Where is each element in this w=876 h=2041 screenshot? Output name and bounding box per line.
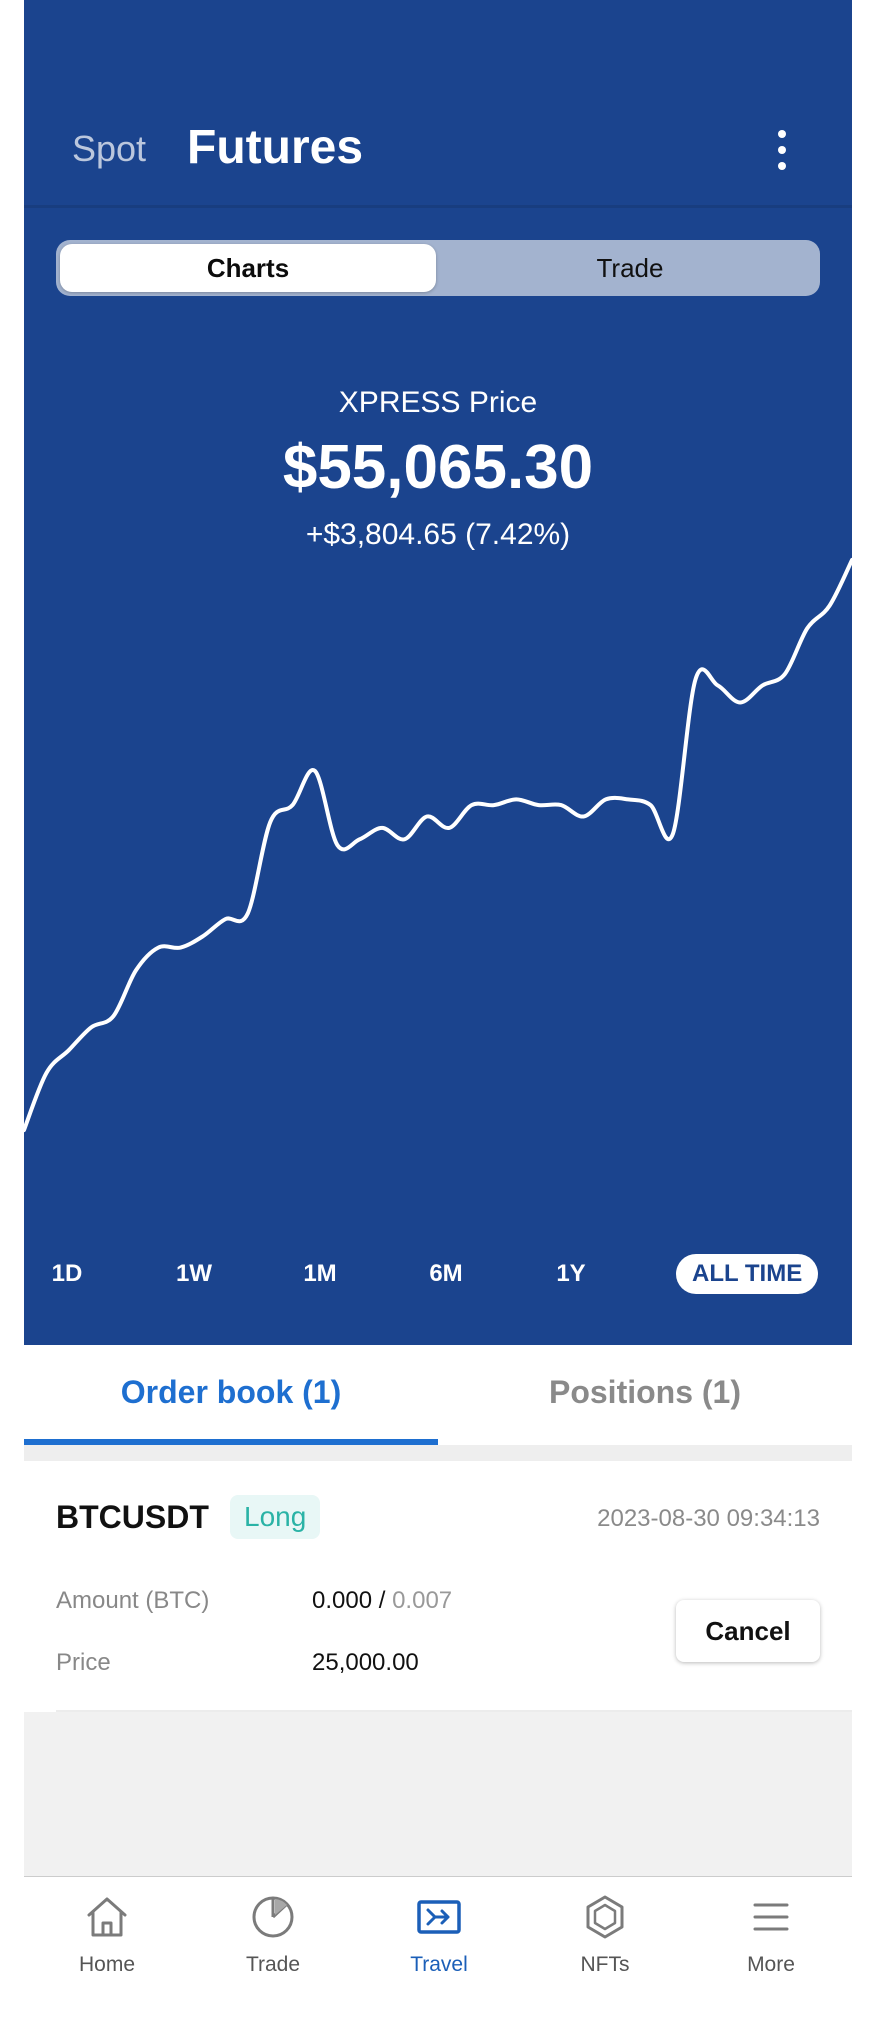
more-options-icon[interactable] bbox=[768, 130, 796, 170]
header: Spot Futures bbox=[24, 0, 852, 208]
home-icon bbox=[81, 1891, 133, 1943]
section-separator bbox=[24, 1445, 852, 1461]
order-divider bbox=[56, 1710, 852, 1712]
nav-travel[interactable]: Travel bbox=[356, 1877, 522, 1997]
range-1d[interactable]: 1D bbox=[51, 1260, 83, 1287]
range-1w[interactable]: 1W bbox=[176, 1260, 212, 1287]
futures-screen: Spot Futures Charts Trade XPRESS Price $… bbox=[24, 0, 852, 2041]
order-card: BTCUSDT Long 2023-08-30 09:34:13 Amount … bbox=[24, 1461, 852, 1711]
trade-toggle[interactable]: Trade bbox=[596, 252, 664, 283]
price-value: $55,065.30 bbox=[282, 433, 594, 502]
price-field-label: Price bbox=[56, 1649, 111, 1676]
range-6m[interactable]: 6M bbox=[429, 1260, 463, 1287]
empty-area bbox=[24, 1712, 852, 1876]
tab-positions[interactable]: Positions (1) bbox=[548, 1373, 741, 1410]
price-chart bbox=[24, 558, 852, 1132]
nav-nfts-label: NFTs bbox=[580, 1953, 630, 1976]
order-tabs: Order book (1) Positions (1) bbox=[24, 1345, 852, 1445]
nav-nfts[interactable]: NFTs bbox=[522, 1877, 688, 1997]
time-range-selector: 1D 1W 1M 6M 1Y ALL TIME bbox=[24, 1254, 852, 1298]
amount-separator: / bbox=[372, 1587, 393, 1614]
active-tab-indicator bbox=[24, 1439, 438, 1445]
nav-more[interactable]: More bbox=[688, 1877, 854, 1997]
tab-futures[interactable]: Futures bbox=[187, 121, 364, 174]
order-timestamp: 2023-08-30 09:34:13 bbox=[597, 1505, 820, 1532]
hexagon-icon bbox=[579, 1891, 631, 1943]
menu-icon bbox=[745, 1891, 797, 1943]
nav-trade-label: Trade bbox=[245, 1953, 301, 1976]
price-field-value: 25,000.00 bbox=[312, 1649, 419, 1676]
nav-more-label: More bbox=[747, 1953, 795, 1976]
chart-panel: Spot Futures Charts Trade XPRESS Price $… bbox=[24, 0, 852, 1345]
amount-filled: 0.000 bbox=[312, 1587, 373, 1614]
range-all-time[interactable]: ALL TIME bbox=[676, 1254, 819, 1294]
price-label: XPRESS Price bbox=[338, 386, 538, 419]
amount-total: 0.007 bbox=[392, 1587, 453, 1614]
cancel-order-button[interactable]: Cancel bbox=[676, 1600, 820, 1662]
ticket-icon bbox=[413, 1891, 465, 1943]
range-1y[interactable]: 1Y bbox=[556, 1260, 586, 1287]
nav-travel-label: Travel bbox=[410, 1953, 468, 1976]
tab-spot[interactable]: Spot bbox=[72, 128, 147, 169]
charts-toggle[interactable]: Charts bbox=[60, 244, 436, 292]
nav-home-label: Home bbox=[78, 1953, 136, 1976]
amount-label: Amount (BTC) bbox=[56, 1587, 210, 1614]
range-1m[interactable]: 1M bbox=[303, 1260, 337, 1287]
amount-value: 0.000 / 0.007 bbox=[312, 1587, 452, 1615]
view-switcher: Charts Trade bbox=[56, 240, 820, 296]
header-divider bbox=[24, 205, 852, 208]
order-symbol: BTCUSDT bbox=[56, 1499, 209, 1535]
price-line bbox=[24, 558, 852, 1132]
nav-trade[interactable]: Trade bbox=[190, 1877, 356, 1997]
order-side-badge: Long bbox=[230, 1495, 321, 1539]
pie-chart-icon bbox=[247, 1891, 299, 1943]
bottom-navigation: Home Trade Travel NFTs More bbox=[24, 1876, 852, 2041]
nav-home[interactable]: Home bbox=[24, 1877, 190, 1997]
price-change: +$3,804.65 (7.42%) bbox=[305, 518, 571, 551]
tab-order-book[interactable]: Order book (1) bbox=[120, 1373, 342, 1410]
